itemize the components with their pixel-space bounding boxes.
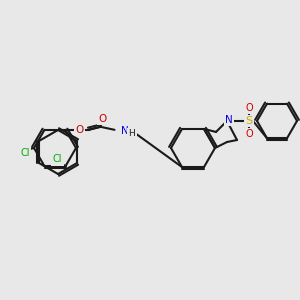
Text: N: N: [122, 126, 129, 136]
Text: Cl: Cl: [53, 154, 62, 164]
Text: Cl: Cl: [20, 148, 30, 158]
Text: S: S: [245, 116, 253, 126]
Text: O: O: [245, 103, 253, 113]
Text: O: O: [75, 125, 84, 135]
Text: N: N: [225, 115, 233, 125]
Text: O: O: [245, 129, 253, 139]
Text: H: H: [128, 129, 135, 138]
Text: O: O: [98, 114, 106, 124]
